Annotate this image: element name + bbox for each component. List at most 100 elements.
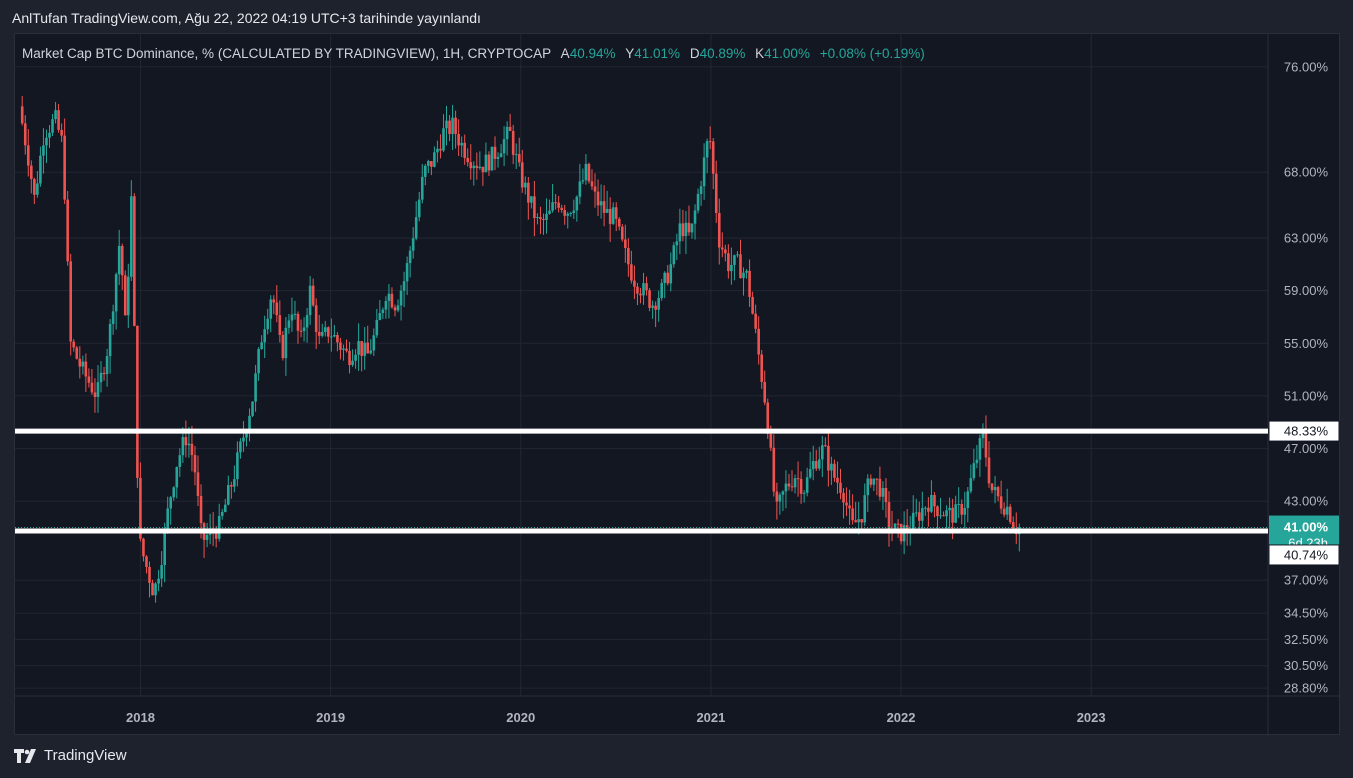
y-tick-label: 43.00% [1284, 494, 1329, 509]
candle-body [214, 532, 218, 539]
candle-body [939, 515, 942, 517]
candle-body [393, 307, 397, 311]
candle-body [639, 293, 642, 296]
candle-body [627, 248, 630, 265]
candle-body [921, 508, 924, 521]
tradingview-footer[interactable]: TradingView [14, 747, 127, 764]
candle-body [242, 437, 245, 442]
candle-body [511, 130, 515, 155]
candle-body [651, 305, 654, 308]
x-tick-label: 2023 [1077, 710, 1106, 725]
candle-body [575, 196, 579, 211]
candle-body [339, 342, 342, 350]
legend-symbol: Market Cap BTC Dominance, % (CALCULATED … [22, 46, 551, 61]
candle-body [633, 280, 636, 287]
x-tick-label: 2022 [887, 710, 916, 725]
candle-body [569, 212, 573, 214]
candle-body [69, 261, 73, 342]
candle-body [724, 249, 727, 254]
candle-body [742, 272, 745, 279]
candle-body [963, 508, 967, 515]
candle-body [863, 495, 867, 523]
y-tick-label: 30.50% [1284, 658, 1329, 673]
candle-body [354, 354, 357, 361]
candle-body [363, 342, 366, 356]
y-tick-label: 63.00% [1284, 230, 1329, 245]
candle-body [581, 180, 585, 182]
candle-body [866, 478, 870, 496]
candle-body [163, 528, 166, 566]
candle-body [854, 520, 857, 523]
tradingview-brand: TradingView [44, 747, 127, 764]
candle-body [996, 487, 1000, 497]
candle-body [166, 508, 169, 529]
candle-body [87, 376, 91, 383]
candle-body [636, 286, 639, 294]
candle-body [384, 301, 388, 310]
candle-body [1005, 506, 1009, 515]
candle-body [45, 137, 48, 146]
candle-body [175, 466, 179, 488]
candle-body [193, 455, 197, 473]
candle-body [930, 494, 933, 512]
candle-body [330, 336, 333, 338]
candle-body [802, 492, 806, 494]
candle-body [805, 477, 809, 493]
candle-body [260, 342, 263, 350]
candle-body [169, 497, 173, 509]
candle-body [248, 415, 251, 432]
candle-body [933, 494, 936, 507]
candle-body [239, 441, 242, 453]
candle-body [557, 202, 560, 208]
candle-body [475, 165, 479, 169]
candle-body [717, 213, 721, 248]
candle-body [154, 583, 157, 596]
legend-low-label: D [689, 46, 700, 61]
candle-body [33, 179, 36, 195]
candle-body [272, 299, 276, 303]
candle-body [457, 133, 460, 146]
candle-body [469, 162, 473, 169]
candle-body [602, 201, 606, 213]
candle-body [23, 123, 27, 146]
legend-close-label: K [755, 46, 765, 61]
candle-body [190, 443, 194, 456]
legend-close-value: 41.00% [764, 46, 810, 61]
candle-body [514, 154, 518, 156]
candle-body [108, 323, 112, 357]
candle-body [875, 478, 879, 480]
level-price-label: 48.33% [1284, 424, 1329, 439]
candle-body [269, 299, 273, 319]
candle-body [593, 186, 597, 192]
candle-body [139, 477, 142, 539]
candle-body [254, 373, 257, 402]
candle-body [566, 213, 570, 216]
published-header: AnlTufan TradingView.com, Ağu 22, 2022 0… [12, 10, 481, 26]
candle-body [327, 327, 330, 337]
candle-body [84, 361, 88, 377]
candle-body [584, 163, 588, 181]
chart-pane[interactable]: 76.00% 68.00% 63.00% 59.00% 55.00% 51.00% 47.0… [14, 33, 1341, 736]
candle-body [151, 582, 154, 596]
candle-body [439, 148, 442, 151]
candle-body [527, 182, 530, 203]
candle-body [775, 491, 779, 502]
candle-body [436, 148, 439, 153]
tradingview-logo-icon [14, 748, 36, 763]
candle-body [860, 519, 864, 523]
candle-body [90, 382, 94, 393]
candlestick-chart[interactable]: 76.00% 68.00% 63.00% 59.00% 55.00% 51.00% 47.0… [15, 34, 1341, 736]
candle-body [784, 483, 788, 492]
candle-body [763, 381, 767, 403]
candle-body [472, 165, 476, 169]
candle-body [178, 455, 182, 467]
candle-body [417, 199, 421, 218]
candle-body [590, 181, 594, 187]
candle-body [811, 461, 815, 470]
candle-body [648, 290, 651, 308]
y-tick-label: 37.00% [1284, 573, 1329, 588]
candle-body [57, 110, 60, 130]
candle-body [554, 202, 557, 204]
candle-body [666, 272, 670, 284]
candle-body [487, 154, 491, 171]
